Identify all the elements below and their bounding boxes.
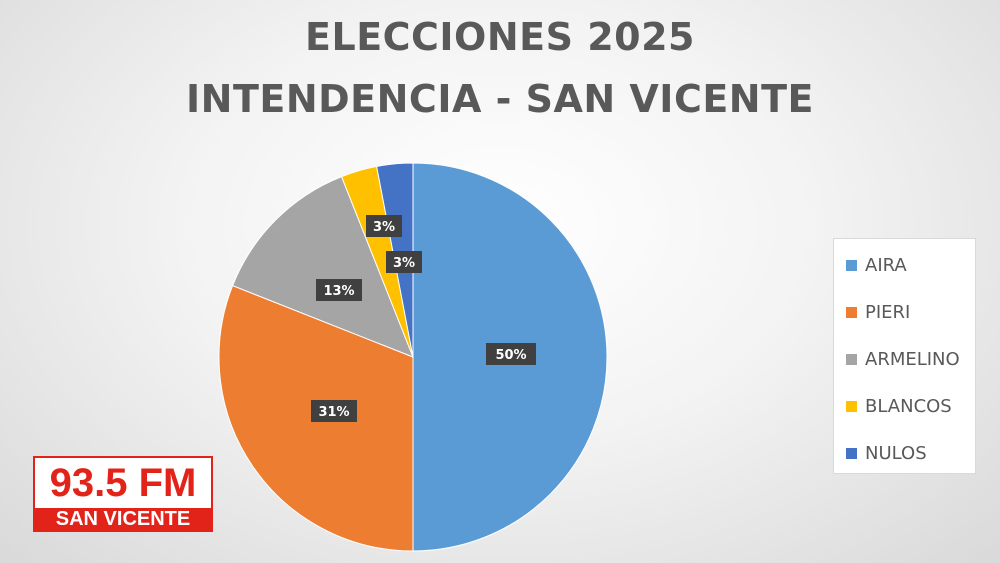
chart-title-line-1: ELECCIONES 2025 bbox=[305, 15, 695, 59]
data-label-armelino: 13% bbox=[316, 279, 362, 301]
data-label-blancos: 3% bbox=[366, 215, 402, 237]
legend-item-armelino: ARMELINO bbox=[846, 348, 960, 370]
legend-item-pieri: PIERI bbox=[846, 301, 911, 323]
data-label-aira: 50% bbox=[486, 343, 536, 365]
legend-label: BLANCOS bbox=[865, 395, 952, 417]
legend-item-blancos: BLANCOS bbox=[846, 395, 952, 417]
svg-text:50%: 50% bbox=[495, 348, 526, 363]
legend-item-aira: AIRA bbox=[846, 254, 907, 276]
logo-frequency: 93.5 FM bbox=[49, 461, 197, 505]
svg-text:13%: 13% bbox=[323, 284, 354, 299]
data-label-nulos: 3% bbox=[386, 251, 422, 273]
legend-item-nulos: NULOS bbox=[846, 442, 927, 464]
legend-label: ARMELINO bbox=[865, 348, 960, 370]
data-label-pieri: 31% bbox=[311, 400, 357, 422]
pie-slice-armelino bbox=[231, 175, 414, 358]
svg-text:31%: 31% bbox=[318, 405, 349, 420]
legend-swatch bbox=[846, 447, 857, 459]
legend-label: AIRA bbox=[865, 254, 907, 276]
legend-label: NULOS bbox=[865, 442, 927, 464]
legend-label: PIERI bbox=[865, 301, 911, 323]
logo-name: SAN VICENTE bbox=[35, 508, 211, 530]
chart-legend: AIRA PIERI ARMELINO BLANCOS NULOS bbox=[833, 238, 976, 474]
svg-text:3%: 3% bbox=[373, 220, 395, 235]
radio-logo: 93.5 FM SAN VICENTE bbox=[33, 456, 213, 532]
legend-swatch bbox=[846, 259, 857, 271]
legend-swatch bbox=[846, 306, 857, 318]
chart-title-line-2: INTENDENCIA - SAN VICENTE bbox=[186, 77, 814, 121]
svg-text:3%: 3% bbox=[393, 256, 415, 271]
legend-swatch bbox=[846, 400, 857, 412]
legend-swatch bbox=[846, 353, 857, 365]
